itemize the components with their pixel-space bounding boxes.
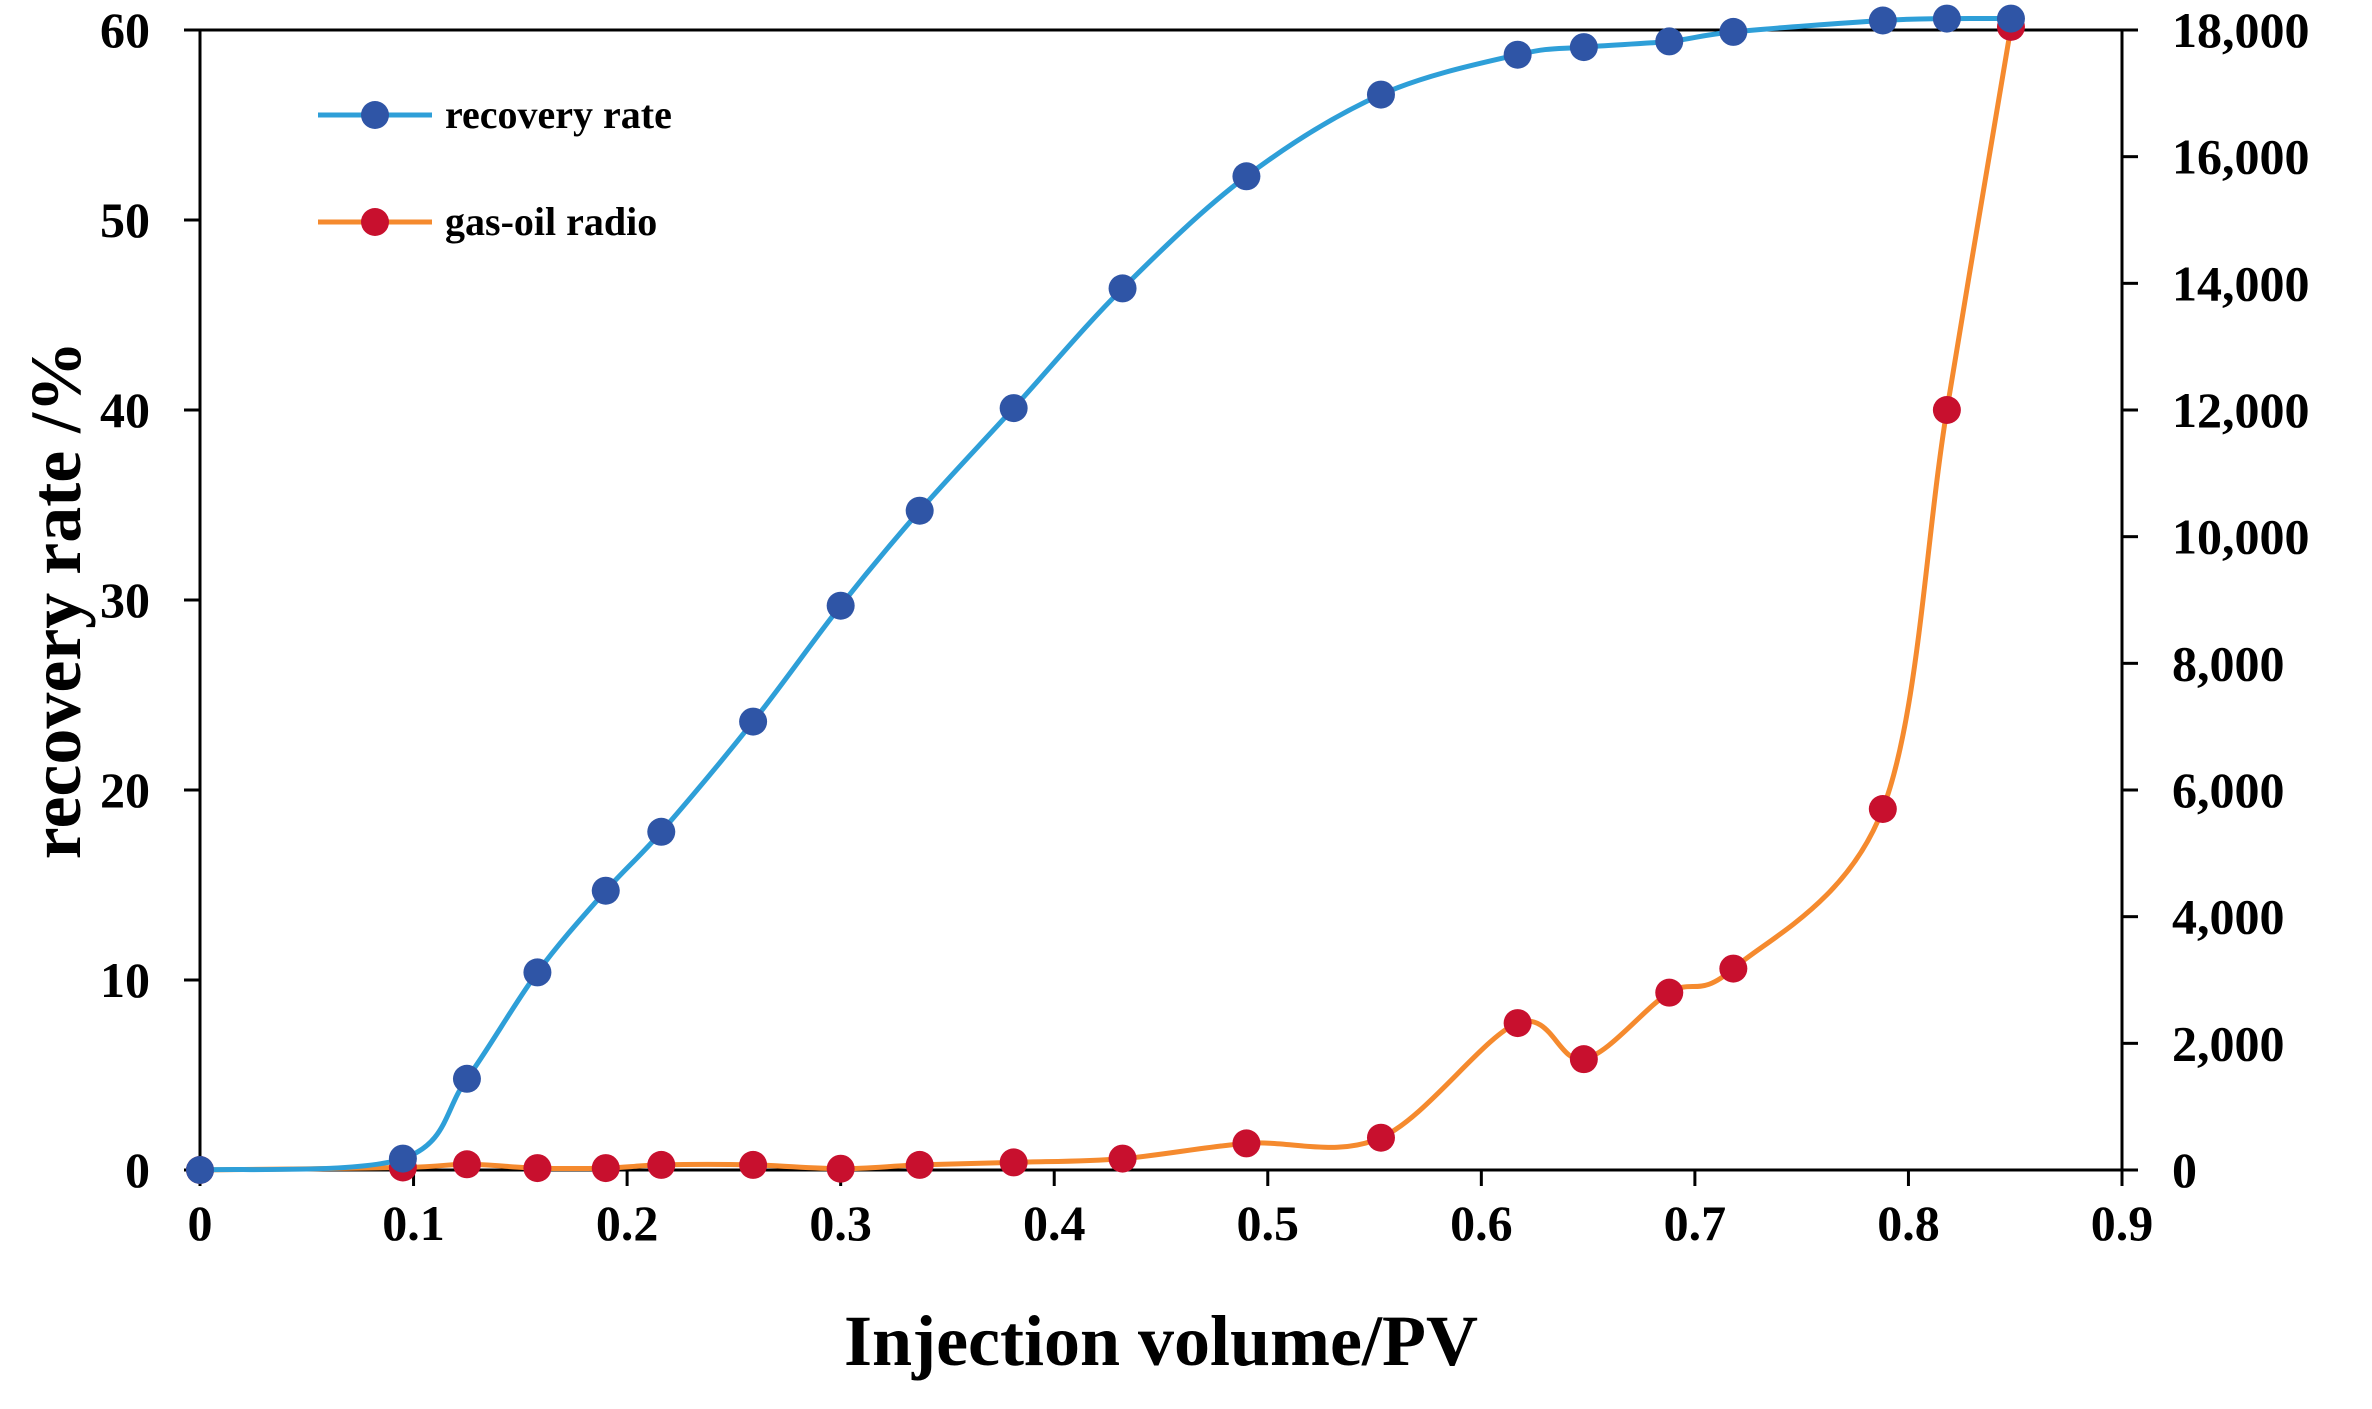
y2-tick-label: 12,000 (2172, 382, 2310, 438)
legend-label-recovery-rate: recovery rate (445, 92, 672, 137)
x-tick-label: 0.6 (1450, 1195, 1513, 1251)
y2-tick-label: 16,000 (2172, 129, 2310, 185)
x-tick-label: 0.3 (809, 1195, 872, 1251)
data-point-recovery-rate (905, 496, 934, 525)
series-recovery-rate (186, 4, 2025, 1184)
x-axis-title: Injection volume/PV (844, 1301, 1478, 1381)
data-point-gas-oil-radio (523, 1154, 552, 1183)
x-tick-label: 0.8 (1877, 1195, 1940, 1251)
data-point-recovery-rate (826, 591, 855, 620)
data-point-gas-oil-radio (1503, 1009, 1532, 1038)
x-tick-label: 0.2 (596, 1195, 659, 1251)
data-point-gas-oil-radio (591, 1154, 620, 1183)
data-point-recovery-rate (1366, 80, 1395, 109)
data-point-recovery-rate (1569, 33, 1598, 62)
data-point-recovery-rate (1719, 17, 1748, 46)
data-point-gas-oil-radio (1366, 1123, 1395, 1152)
x-tick-label: 0.5 (1237, 1195, 1300, 1251)
data-point-gas-oil-radio (1569, 1045, 1598, 1074)
legend-entry-recovery-rate: recovery rate (318, 92, 672, 137)
data-point-gas-oil-radio (1108, 1144, 1137, 1173)
data-point-recovery-rate (1232, 162, 1261, 191)
y-tick-label: 10 (100, 952, 150, 1008)
y-tick-label: 0 (125, 1142, 150, 1198)
data-point-recovery-rate (452, 1064, 481, 1093)
x-tick-label: 0.7 (1664, 1195, 1727, 1251)
data-point-gas-oil-radio (826, 1154, 855, 1183)
data-point-gas-oil-radio (647, 1150, 676, 1179)
y2-tick-label: 14,000 (2172, 255, 2310, 311)
data-point-gas-oil-radio (999, 1148, 1028, 1177)
data-point-gas-oil-radio (1868, 795, 1897, 823)
data-point-recovery-rate (1868, 6, 1897, 35)
legend-marker-gas-oil-radio (361, 208, 389, 236)
y2-tick-label: 2,000 (2172, 1015, 2285, 1071)
data-point-recovery-rate (523, 958, 552, 987)
data-point-gas-oil-radio (1232, 1129, 1261, 1158)
y-tick-label: 20 (100, 762, 150, 818)
y2-tick-label: 8,000 (2172, 635, 2285, 691)
data-point-recovery-rate (388, 1144, 417, 1173)
data-point-recovery-rate (999, 394, 1028, 423)
data-point-recovery-rate (186, 1156, 214, 1184)
data-point-recovery-rate (1503, 40, 1532, 69)
data-point-gas-oil-radio (1655, 978, 1684, 1007)
data-point-gas-oil-radio (1932, 396, 1961, 424)
data-point-gas-oil-radio (739, 1150, 768, 1179)
data-point-recovery-rate (739, 707, 768, 736)
y-tick-label: 40 (100, 382, 150, 438)
data-point-recovery-rate (647, 817, 676, 846)
y-tick-label: 50 (100, 192, 150, 248)
series-line-recovery-rate (199, 15, 2012, 1173)
y2-tick-label: 6,000 (2172, 762, 2285, 818)
x-tick-label: 0 (188, 1195, 213, 1251)
y-tick-label: 30 (100, 572, 150, 628)
y2-tick-label: 18,000 (2172, 2, 2310, 58)
data-point-recovery-rate (1996, 4, 2025, 33)
y-axis-title: recovery rate /% (16, 341, 96, 859)
legend-entry-gas-oil-radio: gas-oil radio (318, 199, 657, 244)
series-gas-oil-radio (186, 12, 2025, 1184)
legend-label-gas-oil-radio: gas-oil radio (445, 199, 657, 244)
x-tick-label: 0.4 (1023, 1195, 1086, 1251)
y2-tick-label: 4,000 (2172, 889, 2285, 945)
x-tick-label: 0.9 (2091, 1195, 2154, 1251)
data-point-gas-oil-radio (452, 1150, 481, 1179)
data-point-recovery-rate (1108, 274, 1137, 303)
legend-marker-recovery-rate (361, 101, 389, 129)
data-point-recovery-rate (591, 876, 620, 905)
data-point-gas-oil-radio (1719, 954, 1748, 983)
y2-tick-label: 10,000 (2172, 509, 2310, 565)
y-tick-label: 60 (100, 2, 150, 58)
data-point-gas-oil-radio (905, 1150, 934, 1179)
x-tick-label: 0.1 (382, 1195, 445, 1251)
y2-tick-label: 0 (2172, 1142, 2197, 1198)
data-point-recovery-rate (1655, 27, 1684, 56)
data-point-recovery-rate (1932, 4, 1961, 33)
